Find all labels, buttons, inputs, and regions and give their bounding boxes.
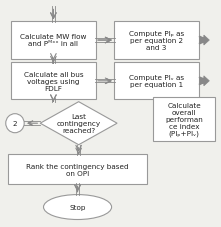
FancyBboxPatch shape [8, 154, 147, 185]
FancyBboxPatch shape [114, 63, 199, 100]
FancyBboxPatch shape [114, 22, 199, 59]
Text: Compute PIₚ as
per equation 2
and 3: Compute PIₚ as per equation 2 and 3 [129, 31, 184, 51]
Circle shape [6, 114, 24, 133]
Polygon shape [199, 76, 209, 86]
Text: 2: 2 [13, 121, 17, 127]
Text: Stop: Stop [69, 204, 86, 210]
FancyBboxPatch shape [153, 98, 215, 142]
Polygon shape [40, 102, 117, 145]
Ellipse shape [44, 195, 112, 220]
FancyBboxPatch shape [11, 63, 96, 100]
Polygon shape [199, 36, 209, 46]
Text: Calculate all bus
voltages using
FDLF: Calculate all bus voltages using FDLF [24, 72, 83, 91]
FancyBboxPatch shape [11, 22, 96, 59]
Text: Calculate MW flow
and Pᴹˣˣ in all: Calculate MW flow and Pᴹˣˣ in all [20, 34, 87, 47]
Text: Rank the contingency based
on OPI: Rank the contingency based on OPI [26, 163, 129, 176]
Text: Compute PIᵥ as
per equation 1: Compute PIᵥ as per equation 1 [129, 75, 184, 88]
Text: Calculate
overall
performan
ce index
(PIₚ+PIᵥ): Calculate overall performan ce index (PI… [165, 103, 203, 137]
Text: Last
contingency
reached?: Last contingency reached? [57, 114, 101, 134]
